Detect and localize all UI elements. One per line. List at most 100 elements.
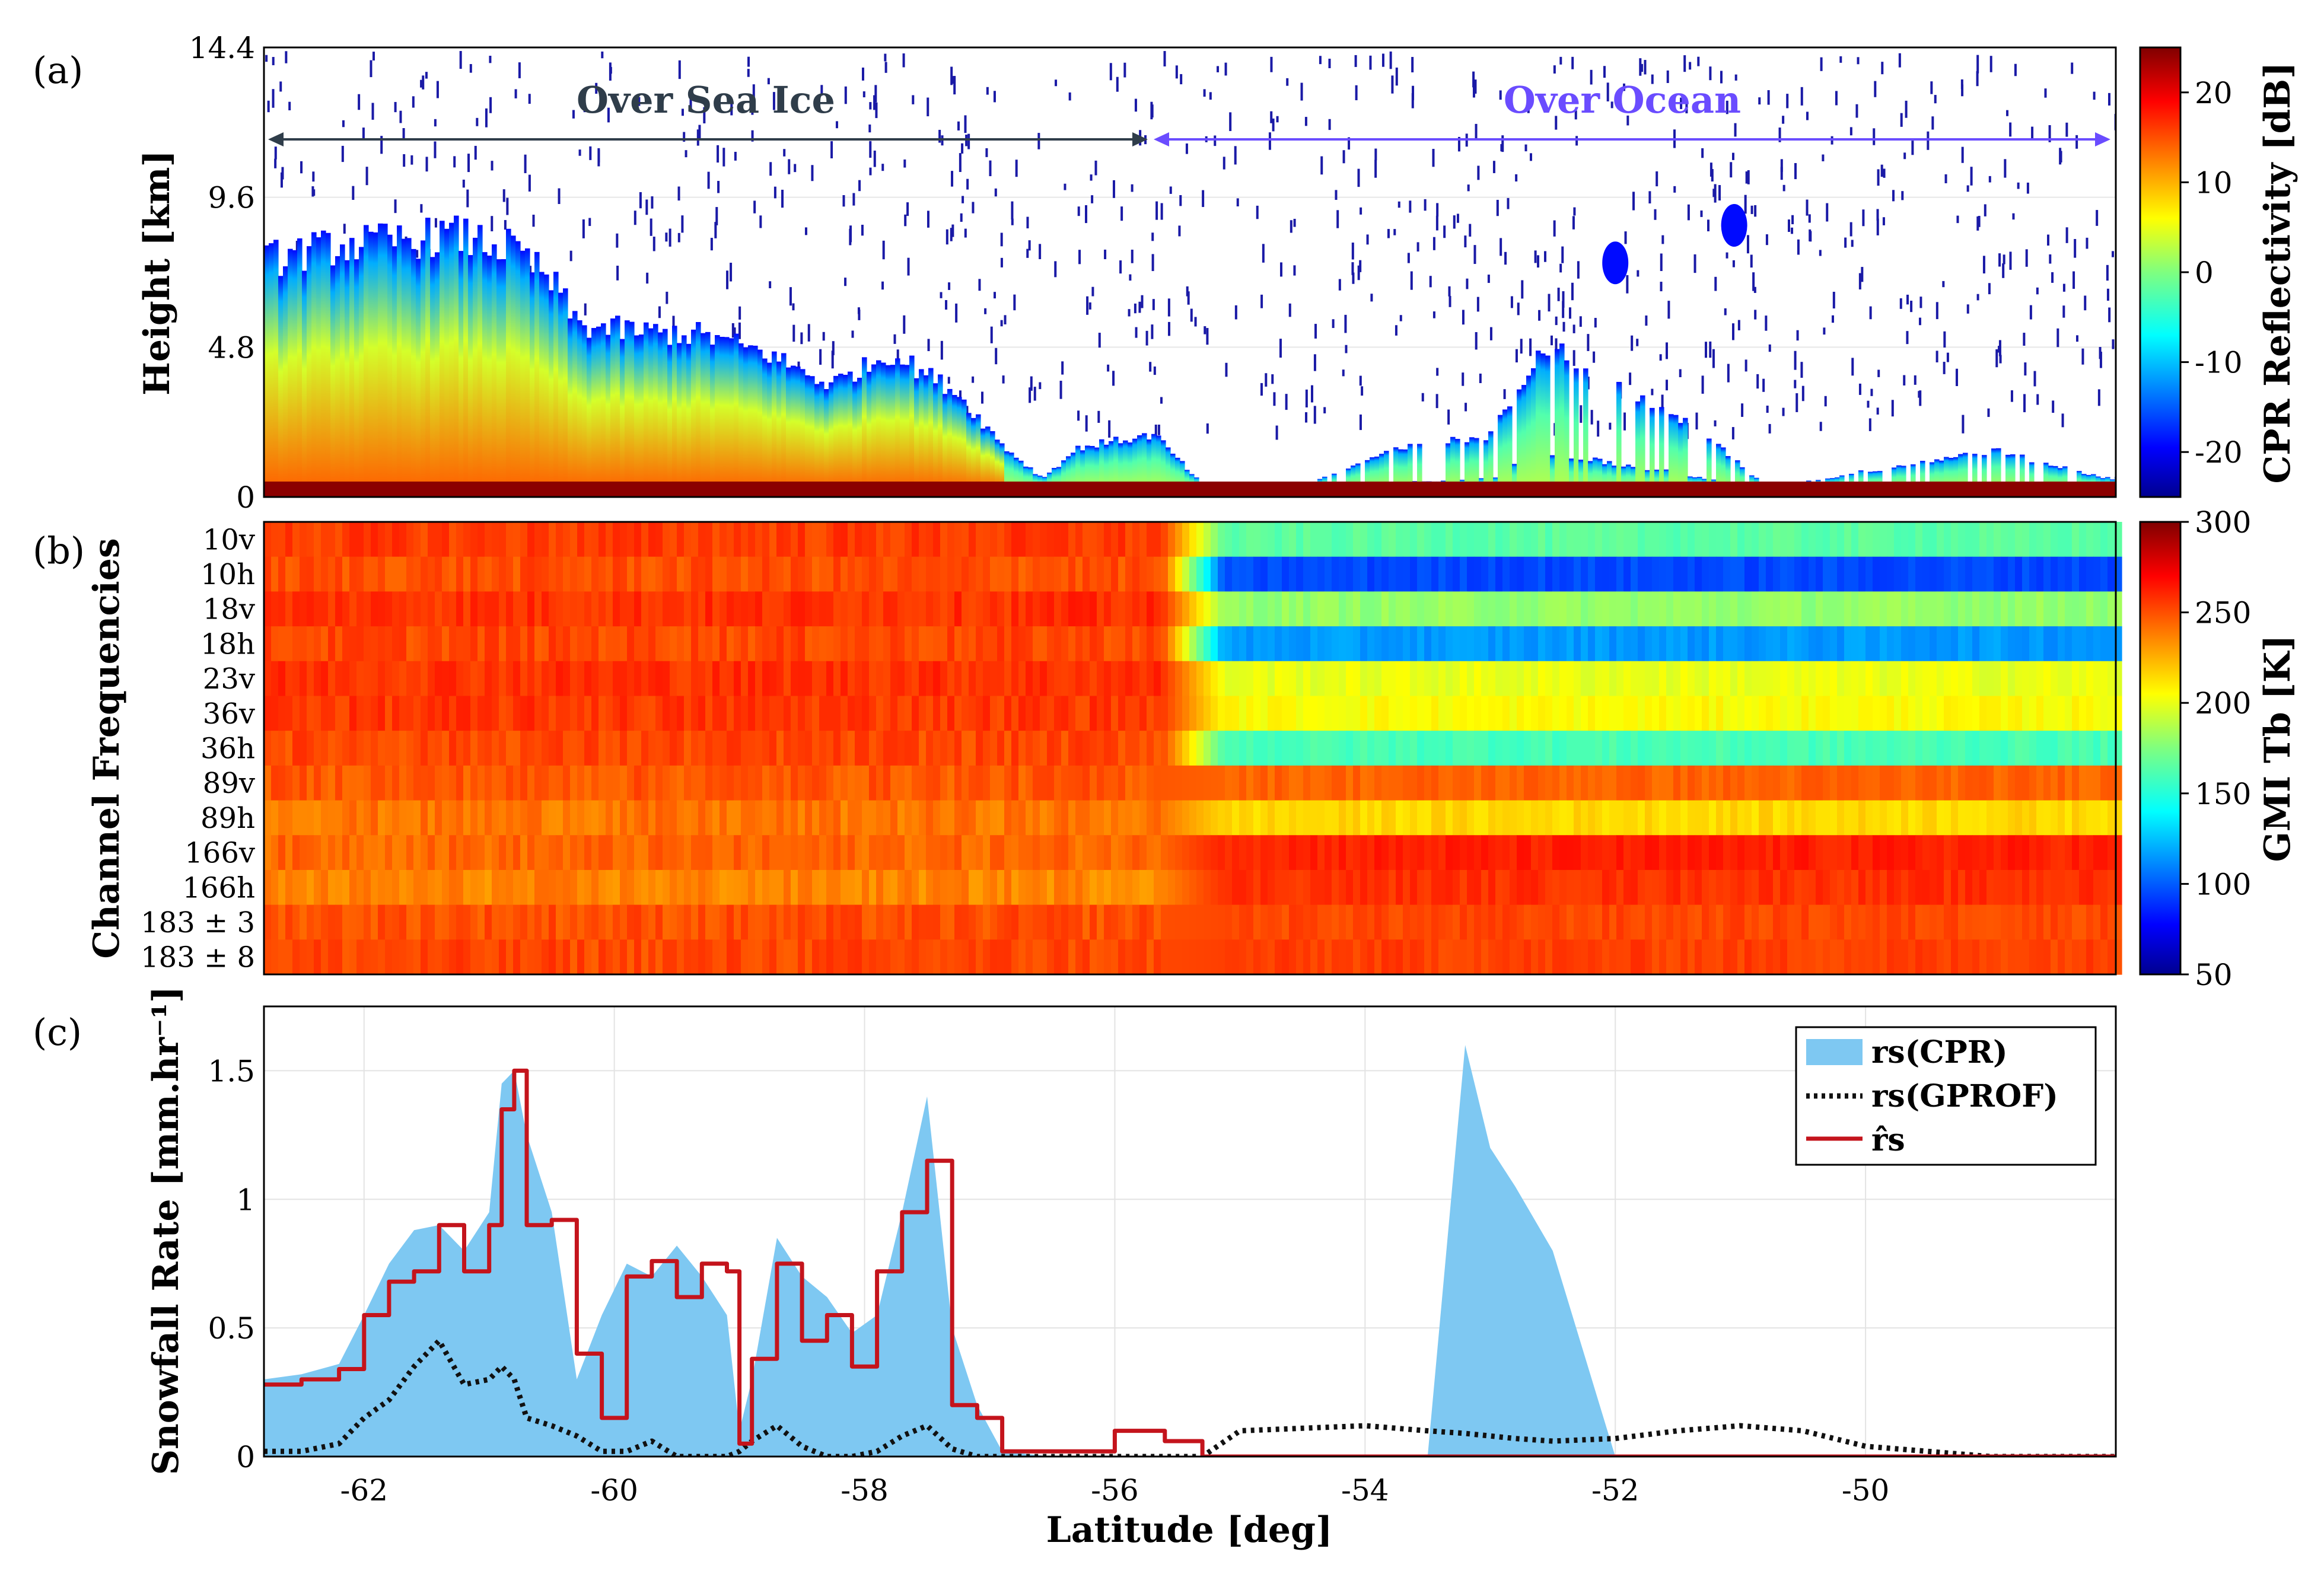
noise-echo — [1654, 209, 1657, 220]
tb-cell — [919, 904, 927, 940]
noise-echo — [1750, 254, 1753, 268]
tb-cell — [933, 904, 941, 940]
tb-cell — [1147, 904, 1154, 940]
tb-cell — [321, 765, 329, 801]
noise-echo — [731, 323, 734, 338]
tb-cell — [1510, 731, 1517, 766]
noise-echo — [722, 148, 725, 167]
tb-cell — [2022, 696, 2030, 731]
tb-cell — [705, 731, 713, 766]
tb-cell — [292, 591, 300, 627]
tb-cell — [663, 626, 670, 662]
tb-cell — [1851, 522, 1859, 557]
tb-cell — [1196, 835, 1204, 871]
noise-echo — [1868, 418, 1871, 431]
tb-cell — [784, 522, 791, 557]
cloud-echo-column — [748, 345, 753, 489]
tb-cell — [1823, 939, 1830, 975]
tb-cell — [413, 765, 421, 801]
cloud-echo-column — [459, 251, 464, 489]
cloud-echo-column — [1678, 423, 1683, 489]
tb-cell — [926, 556, 934, 592]
tb-cell — [1325, 591, 1332, 627]
tb-cell — [2072, 591, 2080, 627]
tb-cell — [841, 522, 848, 557]
tb-cell — [1880, 765, 1887, 801]
tb-cell — [1816, 661, 1823, 697]
tb-cell — [499, 522, 507, 557]
tb-cell — [1410, 869, 1418, 906]
tb-cell — [271, 800, 279, 836]
tb-cell — [1937, 731, 1944, 766]
noise-echo — [1015, 160, 1018, 177]
tb-cell — [1574, 765, 1581, 801]
tb-cell — [278, 869, 286, 906]
tb-cell — [1908, 661, 1916, 697]
tb-cell — [720, 869, 727, 906]
tb-cell — [1873, 835, 1880, 871]
tb-cell — [1004, 869, 1012, 906]
panel-c-xtick-label: -58 — [841, 1473, 889, 1508]
tb-cell — [1844, 522, 1852, 557]
tb-cell — [1332, 904, 1339, 940]
noise-echo — [1927, 131, 1930, 150]
tb-cell — [1709, 522, 1717, 557]
tb-cell — [1858, 939, 1866, 975]
noise-echo — [1976, 55, 1979, 74]
noise-echo — [1548, 294, 1551, 312]
tb-cell — [1018, 522, 1026, 557]
tb-cell — [848, 939, 855, 975]
tb-cell — [1374, 661, 1382, 697]
tb-cell — [1104, 661, 1112, 697]
panel-c-xlabel: Latitude [deg] — [1046, 1509, 1333, 1551]
tb-cell — [1816, 939, 1823, 975]
tb-cell — [1481, 800, 1489, 836]
tb-cell — [1880, 591, 1887, 627]
tb-cell — [677, 522, 685, 557]
tb-cell — [1873, 869, 1880, 906]
tb-cell — [1816, 696, 1823, 731]
noise-echo — [1906, 331, 1909, 345]
tb-cell — [869, 835, 877, 871]
tb-cell — [278, 765, 286, 801]
tb-cell — [684, 591, 692, 627]
tb-cell — [271, 904, 279, 940]
tb-cell — [1524, 661, 1532, 697]
noise-echo — [1906, 294, 1909, 305]
noise-echo — [1293, 265, 1296, 276]
tb-cell — [613, 765, 620, 801]
tb-cell — [1196, 731, 1204, 766]
tb-cell — [1730, 661, 1738, 697]
panel-a-colorbar-tick-label: 10 — [2195, 165, 2233, 200]
tb-cell — [983, 661, 991, 697]
tb-cell — [762, 661, 770, 697]
tb-cell — [1887, 591, 1895, 627]
tb-cell — [1026, 765, 1033, 801]
tb-cell — [399, 556, 407, 592]
tb-cell — [413, 696, 421, 731]
tb-cell — [663, 556, 670, 592]
tb-cell — [499, 835, 507, 871]
tb-cell — [2001, 556, 2008, 592]
tb-cell — [598, 591, 606, 627]
cloud-echo-column — [762, 358, 768, 489]
cloud-echo-column — [634, 335, 639, 489]
noise-echo — [1138, 301, 1141, 313]
tb-cell — [1680, 939, 1688, 975]
noise-echo — [1899, 298, 1902, 309]
tb-cell — [1908, 696, 1916, 731]
tb-cell — [1147, 869, 1154, 906]
tb-cell — [556, 939, 564, 975]
tb-cell — [677, 731, 685, 766]
noise-echo — [1700, 210, 1703, 217]
noise-echo — [1750, 205, 1753, 214]
tb-cell — [421, 731, 428, 766]
noise-echo — [1791, 227, 1794, 234]
tb-cell — [1581, 765, 1588, 801]
tb-cell — [1780, 731, 1788, 766]
tb-cell — [1182, 904, 1190, 940]
tb-cell — [285, 591, 293, 627]
noise-echo — [1982, 256, 1985, 274]
tb-cell — [933, 522, 941, 557]
tb-cell — [1638, 626, 1645, 662]
